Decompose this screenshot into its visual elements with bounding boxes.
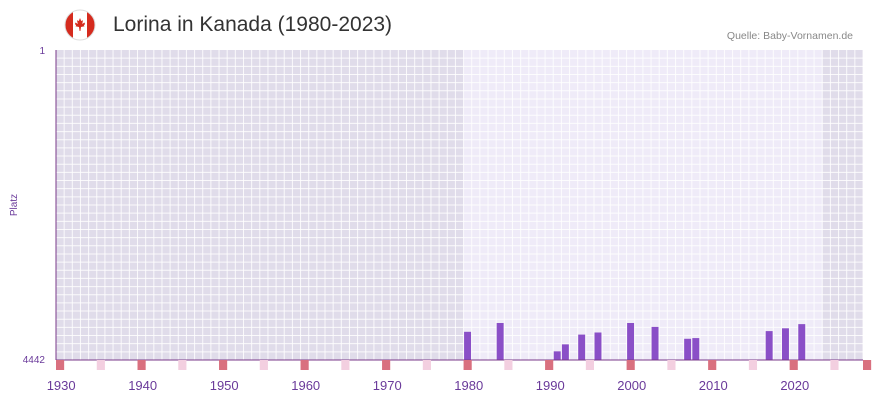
bar-1979 bbox=[464, 331, 472, 360]
source-credit: Quelle: Baby-Vornamen.de bbox=[726, 30, 853, 42]
decade-marker bbox=[463, 360, 472, 370]
x-tick-label-1970: 1970 bbox=[373, 378, 402, 393]
mid-decade-marker bbox=[259, 360, 268, 370]
mid-decade-marker bbox=[830, 360, 839, 370]
x-tick-label-2020: 2020 bbox=[780, 378, 809, 393]
mid-decade-marker bbox=[96, 360, 105, 370]
decade-marker bbox=[626, 360, 635, 370]
bar-2020 bbox=[798, 324, 806, 360]
x-tick-label-1980: 1980 bbox=[454, 378, 483, 393]
x-tick-label-1950: 1950 bbox=[210, 378, 239, 393]
x-tick-label-1940: 1940 bbox=[128, 378, 157, 393]
decade-marker bbox=[545, 360, 554, 370]
x-tick-label-1960: 1960 bbox=[291, 378, 320, 393]
decade-marker bbox=[219, 360, 228, 370]
decade-marker bbox=[708, 360, 717, 370]
axes: 1 4442 Platz bbox=[9, 46, 863, 366]
plot-grid bbox=[55, 50, 864, 360]
decade-marker bbox=[789, 360, 798, 370]
mid-decade-marker bbox=[341, 360, 350, 370]
y-tick-label-top: 1 bbox=[39, 46, 45, 57]
data-bars bbox=[464, 323, 806, 360]
x-tick-labels: 1930 1940 1950 1960 1970 1980 1990 2000 2010 2020 bbox=[47, 378, 810, 393]
year-markers bbox=[56, 360, 872, 370]
bar-2006 bbox=[684, 338, 692, 360]
decade-marker bbox=[56, 360, 65, 370]
y-tick-label-bottom: 4442 bbox=[23, 355, 46, 366]
mid-decade-marker bbox=[178, 360, 187, 370]
mid-decade-marker bbox=[585, 360, 594, 370]
x-tick-label-1990: 1990 bbox=[536, 378, 565, 393]
mid-decade-marker bbox=[667, 360, 676, 370]
x-tick-label-2010: 2010 bbox=[699, 378, 728, 393]
decade-marker bbox=[137, 360, 146, 370]
bar-2002 bbox=[651, 326, 659, 360]
bar-1991 bbox=[561, 344, 569, 360]
decade-marker bbox=[863, 360, 872, 370]
decade-marker bbox=[300, 360, 309, 370]
page-title: Lorina in Kanada (1980-2023) bbox=[113, 13, 393, 36]
canada-flag-icon bbox=[64, 9, 96, 41]
bar-2016 bbox=[765, 331, 773, 360]
x-tick-label-1930: 1930 bbox=[47, 378, 76, 393]
mid-decade-marker bbox=[504, 360, 513, 370]
x-tick-label-2000: 2000 bbox=[617, 378, 646, 393]
bar-1993 bbox=[578, 334, 586, 360]
bar-2018 bbox=[781, 328, 789, 360]
bar-1999 bbox=[627, 323, 635, 360]
mid-decade-marker bbox=[422, 360, 431, 370]
mid-decade-marker bbox=[748, 360, 758, 370]
decade-marker bbox=[382, 360, 391, 370]
bar-2007 bbox=[692, 338, 700, 360]
bar-1983 bbox=[496, 323, 504, 360]
bar-1990 bbox=[553, 351, 561, 360]
y-axis-title: Platz bbox=[9, 194, 20, 216]
bar-1995 bbox=[594, 332, 602, 360]
